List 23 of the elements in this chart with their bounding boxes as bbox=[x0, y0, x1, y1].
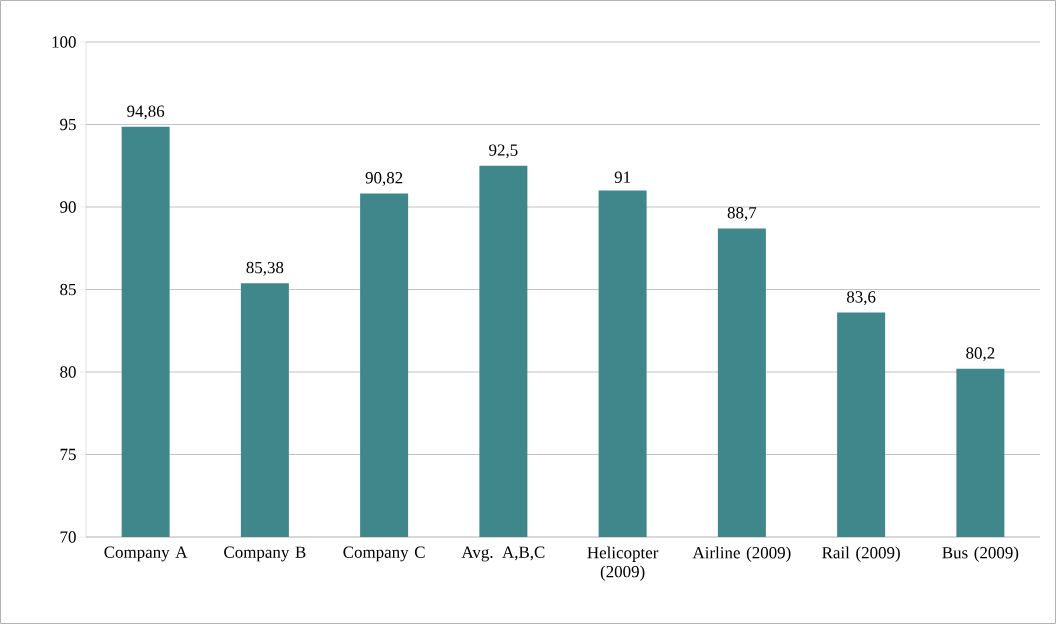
x-tick-label: Helicopter (2009) bbox=[587, 546, 659, 581]
x-tick-label: Avg. A,B,C bbox=[461, 546, 545, 562]
x-tick-label: Rail (2009) bbox=[822, 546, 900, 562]
data-label: 92,5 bbox=[489, 144, 518, 159]
data-label: 83,6 bbox=[846, 291, 876, 306]
y-tick-label: 70 bbox=[60, 531, 76, 543]
data-label: 80,2 bbox=[966, 347, 995, 362]
x-tick-label: Bus (2009) bbox=[942, 546, 1019, 562]
y-tick-label: 100 bbox=[52, 36, 76, 48]
y-tick-label: 75 bbox=[60, 448, 76, 461]
x-tick-label: Airline (2009) bbox=[692, 546, 791, 562]
x-tick-label: Company B bbox=[224, 546, 306, 562]
y-tick-label: 85 bbox=[60, 283, 76, 296]
data-label: 90,82 bbox=[365, 172, 403, 186]
data-label: 91 bbox=[614, 171, 631, 183]
x-tick-label: Company C bbox=[343, 546, 425, 562]
y-tick-label: 80 bbox=[60, 366, 76, 378]
x-tick-label: Company A bbox=[104, 546, 188, 562]
data-label: 94,86 bbox=[127, 105, 165, 120]
data-label: 88,7 bbox=[727, 207, 757, 221]
y-tick-label: 95 bbox=[60, 118, 76, 131]
y-tick-label: 90 bbox=[60, 201, 76, 213]
data-label: 85,38 bbox=[246, 261, 284, 276]
